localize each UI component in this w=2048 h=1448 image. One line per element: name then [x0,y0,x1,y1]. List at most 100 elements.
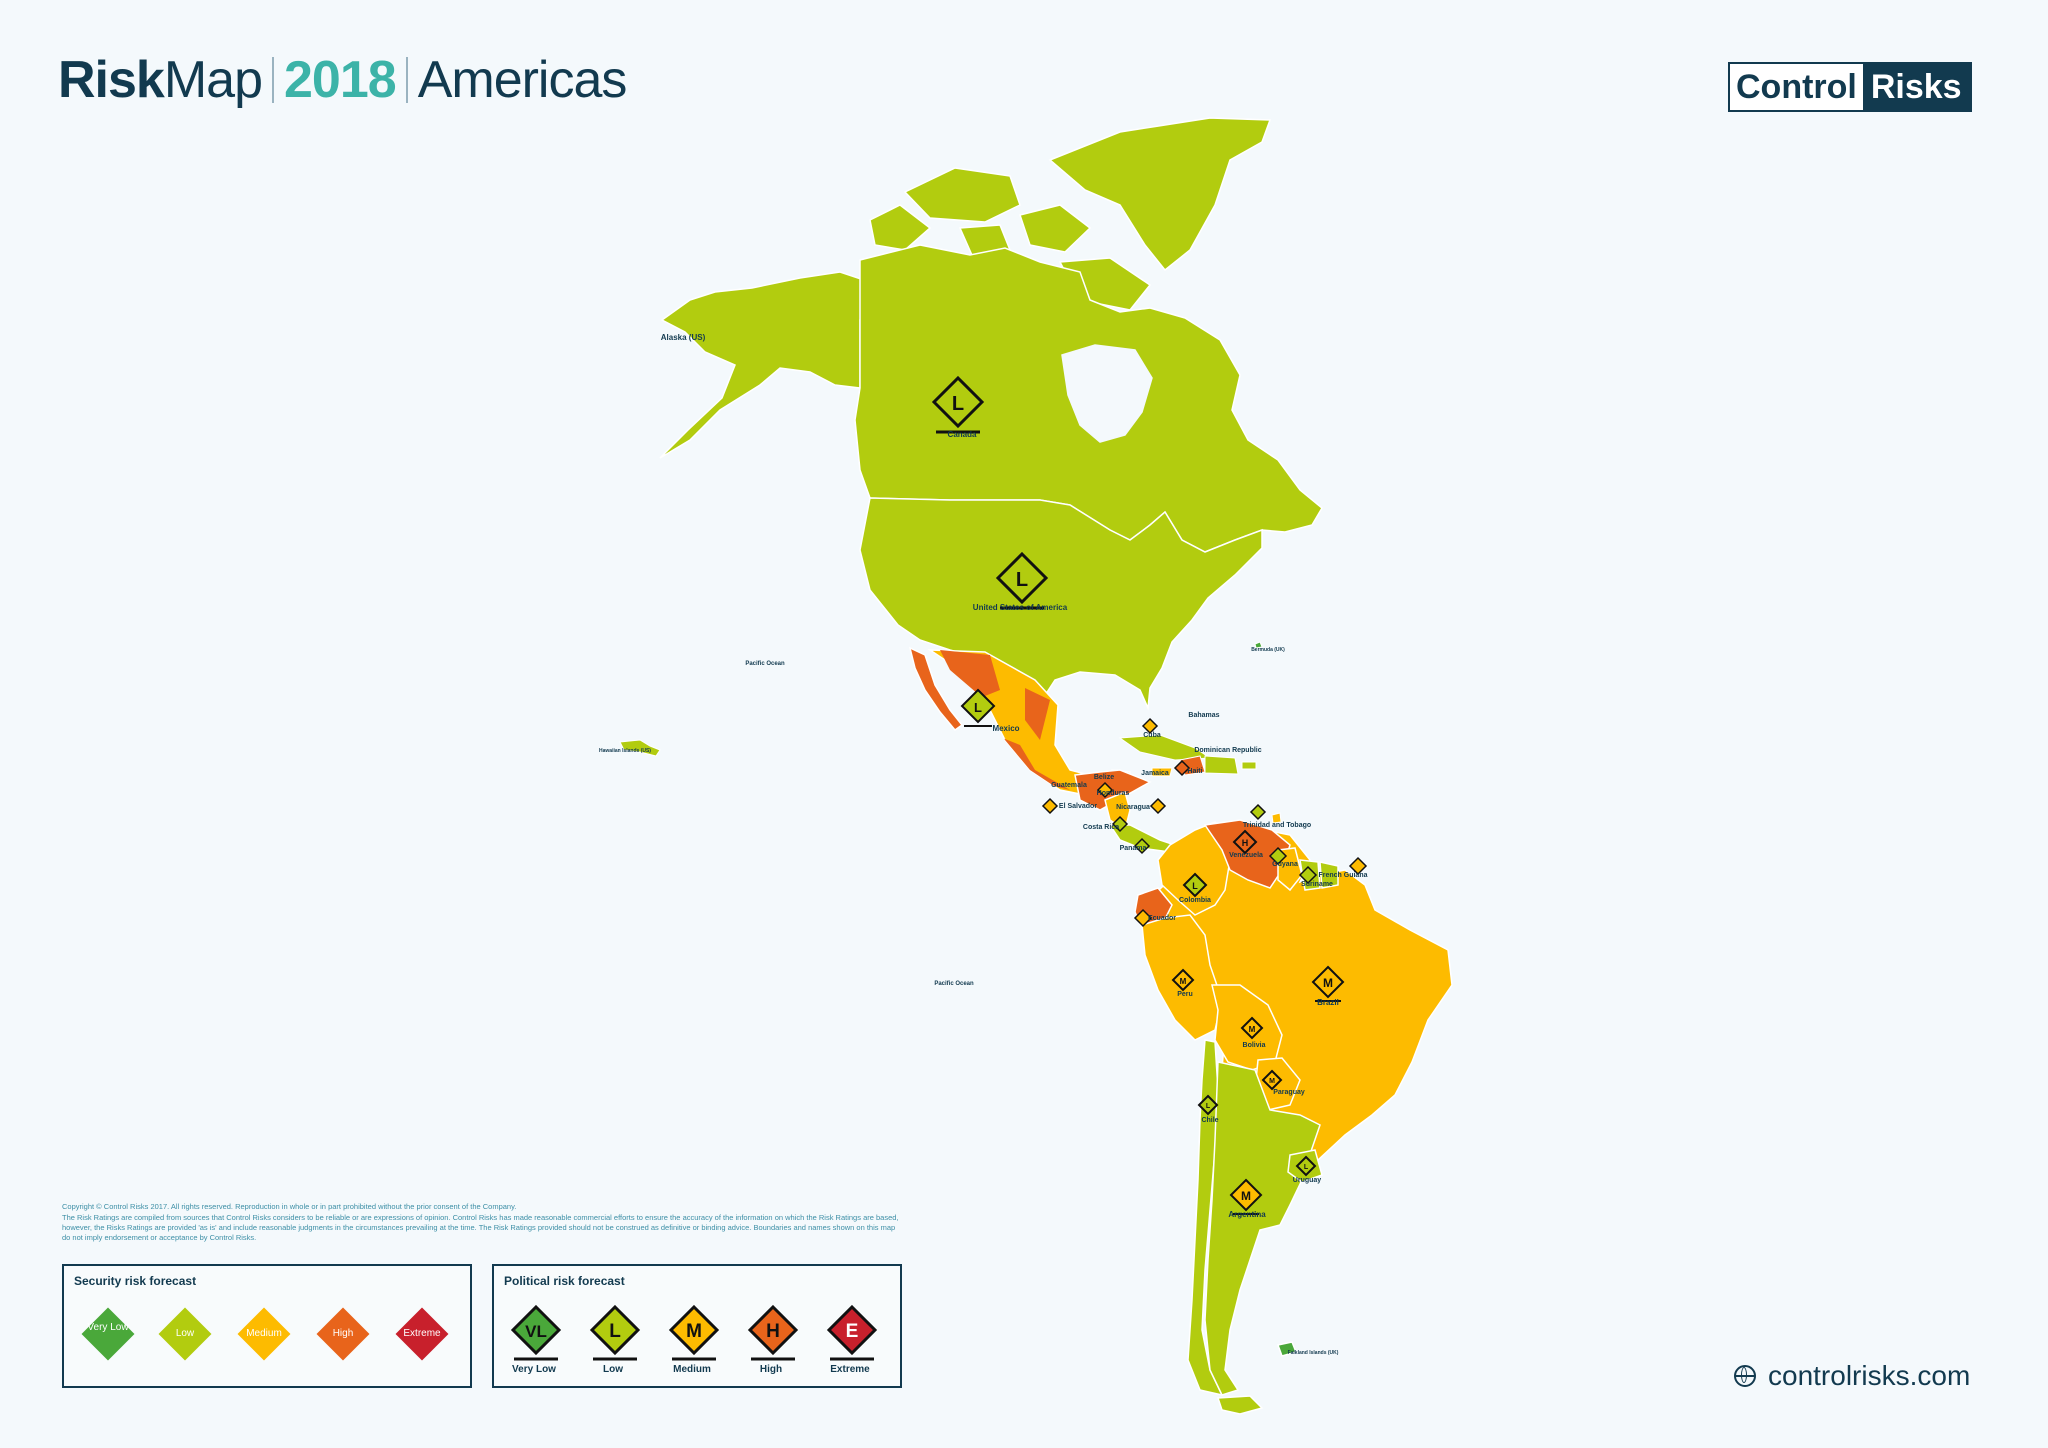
french-guiana-marker [1348,856,1368,876]
logo-control: Control [1730,64,1863,110]
label-chile: Chile [1201,1117,1218,1124]
label-belize: Belize [1094,774,1114,781]
page-title: RiskMap 2018 Americas [58,50,627,110]
security-legend: Security risk forecast Very Low Low Medi… [62,1264,472,1388]
label-canada: Canada [948,430,977,439]
caribbean-islands [1118,734,1282,824]
website-text[interactable]: controlrisks.com [1768,1360,1971,1391]
copyright-line: Copyright © Control Risks 2017. All righ… [62,1202,517,1211]
disclaimer-text: The Risk Ratings are compiled from sourc… [62,1213,899,1242]
political-legend: Political risk forecast VL Very Low L Lo… [492,1264,902,1388]
venezuela-marker: H [1232,829,1258,855]
usa-marker: L [995,551,1049,610]
label-peru: Peru [1177,991,1193,998]
label-guyana: Guyana [1272,861,1298,868]
legend-label: Extreme [830,1364,870,1375]
alaska-shape [659,271,871,459]
legend-label: Low [603,1364,623,1375]
mexico-marker-code: L [974,700,982,715]
title-divider [405,57,408,103]
costa-rica-marker [1111,815,1129,833]
title-map: Map [163,51,263,109]
legend-label: Medium [673,1364,711,1375]
label-ecuador: Ecuador [1148,915,1176,922]
argentina-marker: M [1229,1178,1263,1215]
uruguay-marker: L [1295,1155,1317,1177]
venezuela-marker-code: H [1242,838,1249,848]
label-costa-rica: Costa Rica [1083,824,1119,831]
label-nicaragua: Nicaragua [1116,804,1150,811]
label-hawaii: Hawaiian Islands (US) [599,748,651,754]
panama-marker [1133,837,1151,855]
usa-marker-code: L [1016,569,1028,591]
title-risk: Risk [58,51,165,109]
control-risks-logo: Control Risks [1728,62,1972,112]
legend-security-extreme: Extreme [395,1307,449,1361]
baja-california [908,646,964,732]
legend-label: Very Low [512,1364,556,1375]
website-link[interactable]: controlrisks.com [1734,1360,1970,1392]
label-usa: United States of America [973,603,1068,612]
hawaiian-islands [619,739,661,757]
legend-security-medium: Medium [237,1307,291,1361]
label-suriname: Suriname [1301,881,1333,888]
bermuda [1254,641,1263,649]
mexico-marker: L [960,688,996,727]
legend-political-low: L Low [583,1304,643,1378]
colombia-marker: L [1182,872,1208,898]
legend-label: Medium [246,1328,282,1339]
label-pacific-ocean-2: Pacific Ocean [934,981,974,987]
label-falklands: Falkland Islands (UK) [1288,1350,1339,1356]
label-guatemala: Guatemala [1051,782,1087,789]
label-trinidad: Trinidad and Tobago [1243,822,1311,829]
honduras-marker [1096,781,1114,799]
venezuela-shape [1203,819,1291,889]
logo-risks: Risks [1862,64,1970,110]
legend-label: High [332,1328,354,1339]
label-cuba: Cuba [1143,732,1161,739]
canada-marker-code: L [952,393,964,415]
label-argentina: Argentina [1228,1210,1266,1219]
legend-security-high: High [316,1307,370,1361]
legend-code: L [609,1321,621,1342]
brazil-marker: M [1311,965,1345,1002]
canada-marker: L [931,375,985,434]
bolivia-marker: M [1240,1016,1264,1040]
legend-political-high: H High [741,1304,801,1378]
haiti-marker [1173,759,1191,777]
label-panama: Panama [1120,845,1147,852]
legend-label: Extreme [403,1328,441,1339]
label-bermuda: Bermuda (UK) [1251,647,1285,653]
legend-security-low: Low [158,1307,212,1361]
title-divider [272,57,274,103]
cuba-marker [1141,717,1159,735]
legend-code: H [766,1321,780,1342]
legend-security-very-low: Very Low [81,1307,135,1361]
ecuador-marker [1133,908,1153,928]
legend-label: Very Low [87,1322,129,1333]
label-venezuela: Venezuela [1229,852,1263,859]
guyana-marker [1268,846,1288,866]
peru-marker-code: M [1180,977,1187,986]
title-year: 2018 [284,51,397,109]
suriname-marker [1298,865,1318,885]
legend-political-very-low: VL Very Low [504,1304,564,1378]
globe-icon [1734,1365,1756,1387]
trinidad-shape [1271,812,1282,824]
label-bolivia: Bolivia [1243,1042,1266,1049]
legend-political-medium: M Medium [662,1304,722,1378]
hudson-bay [1061,344,1153,443]
chile-marker-code: L [1206,1103,1211,1110]
label-uruguay: Uruguay [1293,1177,1322,1184]
label-bahamas: Bahamas [1188,712,1219,719]
argentina-shape [1204,1061,1321,1396]
colombia-marker-code: L [1192,881,1198,891]
label-colombia: Colombia [1179,897,1211,904]
political-markers: L L L H L M M M [931,375,1368,1215]
legend-label: Low [175,1328,195,1339]
brazil-marker-code: M [1323,976,1333,990]
jamaica-shape [1151,767,1173,777]
label-pacific-ocean-1: Pacific Ocean [745,661,785,667]
uruguay-marker-code: L [1304,1164,1309,1171]
